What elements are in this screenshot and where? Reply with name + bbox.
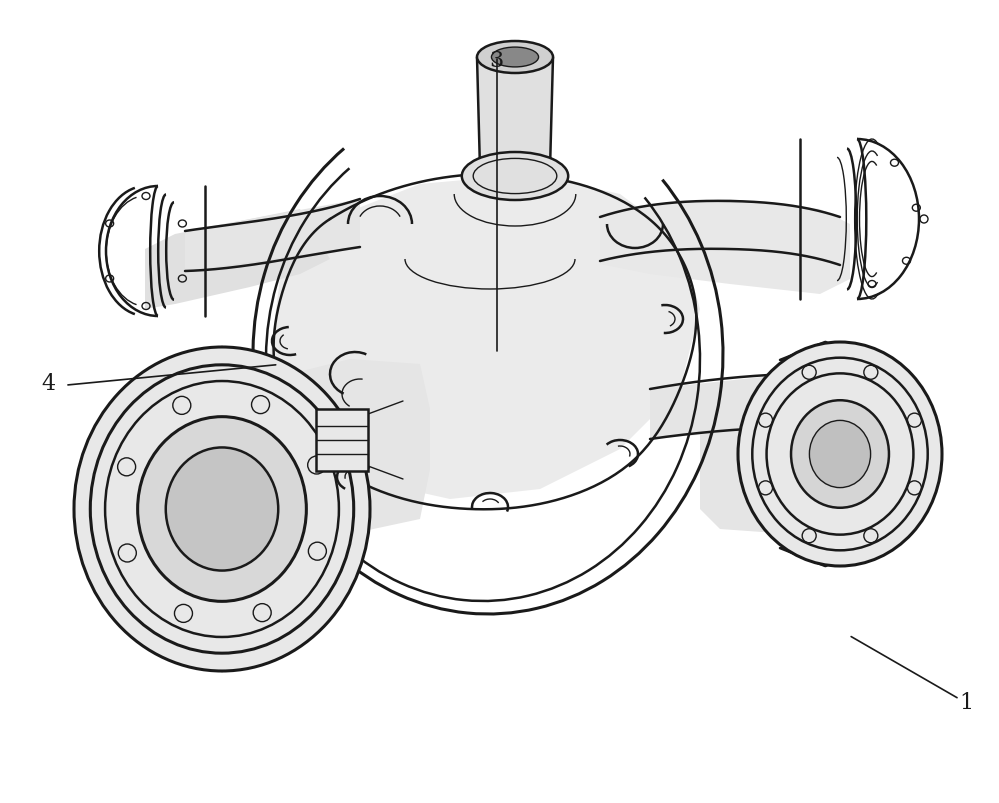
Text: 4: 4 — [41, 373, 55, 395]
Ellipse shape — [74, 348, 370, 671]
Text: 1: 1 — [959, 691, 973, 714]
Ellipse shape — [809, 421, 870, 488]
Polygon shape — [145, 210, 330, 310]
Ellipse shape — [138, 417, 307, 601]
Ellipse shape — [166, 448, 279, 571]
Polygon shape — [650, 374, 790, 439]
Ellipse shape — [791, 401, 889, 508]
Polygon shape — [270, 175, 700, 499]
Polygon shape — [185, 200, 360, 271]
Ellipse shape — [738, 343, 942, 566]
Polygon shape — [225, 360, 430, 540]
Polygon shape — [600, 218, 840, 266]
Ellipse shape — [477, 42, 553, 74]
Polygon shape — [600, 200, 850, 295]
Polygon shape — [700, 380, 905, 534]
Ellipse shape — [492, 48, 538, 67]
Ellipse shape — [462, 153, 568, 201]
Polygon shape — [477, 58, 553, 169]
FancyBboxPatch shape — [316, 410, 368, 471]
Text: 3: 3 — [490, 50, 503, 71]
